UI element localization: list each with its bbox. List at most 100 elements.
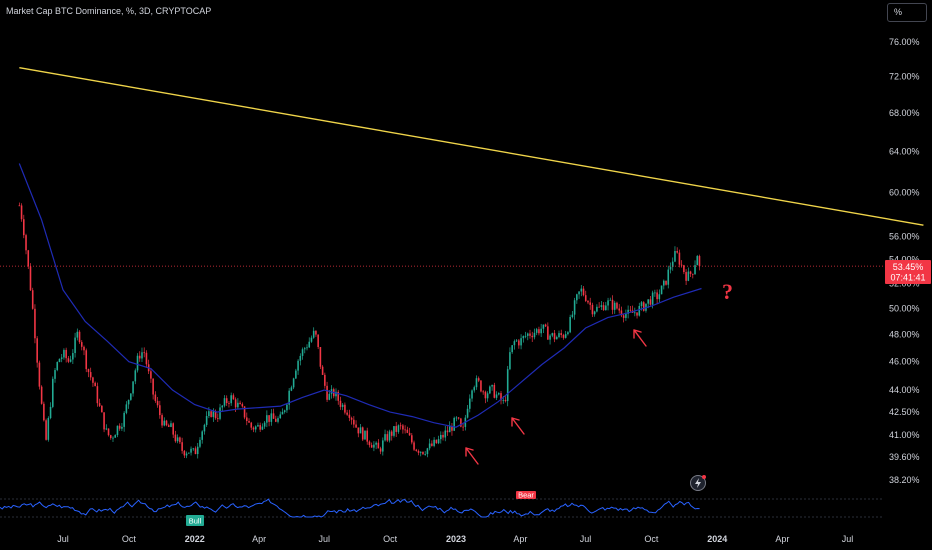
candle-body [375, 442, 377, 445]
candle-body [201, 431, 203, 440]
arrow-icon[interactable] [633, 329, 647, 347]
time-tick: Jul [842, 534, 854, 544]
candle-body [636, 312, 638, 316]
candle-body [344, 404, 346, 413]
time-tick: Apr [775, 534, 789, 544]
candle-body [348, 414, 351, 418]
price-tick: 41.00% [889, 430, 920, 440]
price-tick: 48.00% [889, 330, 920, 340]
candle-body [274, 418, 277, 422]
candle-body [295, 370, 297, 379]
candle-body [658, 294, 661, 300]
candle-body [515, 340, 518, 342]
candle-body [533, 332, 536, 338]
candle-body [564, 334, 567, 338]
time-tick: Oct [383, 534, 398, 544]
candle-body [335, 391, 337, 397]
candle-body [377, 442, 380, 449]
candle-body [239, 402, 241, 405]
candle-body [145, 352, 148, 365]
candle-body [399, 425, 402, 427]
candle-body [281, 411, 284, 415]
candle-body [435, 439, 438, 444]
price-tick: 60.00% [889, 188, 920, 198]
candle-body [312, 330, 315, 338]
time-tick: Jul [57, 534, 69, 544]
candle-body [154, 394, 157, 401]
candle-body [491, 384, 493, 387]
candle-body [112, 437, 114, 439]
arrow-icon[interactable] [511, 417, 525, 435]
candle-body [647, 299, 649, 304]
bear-badge-bg [516, 491, 536, 499]
candle-body [422, 451, 424, 455]
candle-body [263, 422, 266, 427]
candle-body [132, 381, 134, 394]
candle-body [696, 256, 699, 266]
candle-body [225, 398, 228, 404]
candle-body [29, 266, 32, 291]
candle-body [190, 448, 192, 453]
trendline[interactable] [19, 66, 924, 226]
time-axis[interactable]: Jul Oct 2022 Apr Jul Oct 2023 Apr Jul Oct 2024 Apr J… [57, 534, 853, 544]
candle-body [613, 302, 616, 310]
arrow-icon[interactable] [465, 447, 479, 465]
candle-body [245, 417, 248, 421]
candle-body [500, 393, 502, 401]
candle-body [649, 299, 652, 305]
moving-average-line [18, 163, 702, 428]
alert-button[interactable] [690, 475, 707, 491]
candle-body [484, 391, 487, 399]
percent-scale-button[interactable]: % [887, 3, 927, 22]
candle-body [468, 398, 471, 409]
candle-body [642, 302, 645, 311]
candle-body [350, 417, 353, 420]
price-tick: 46.00% [889, 357, 920, 367]
candle-body [506, 369, 509, 402]
candle-body [388, 431, 391, 441]
candle-body [580, 288, 583, 292]
candle-body [138, 355, 141, 359]
candle-body [45, 420, 47, 440]
candle-body [56, 362, 59, 371]
candle-body [685, 272, 687, 281]
price-tick: 76.00% [889, 37, 920, 47]
candle-body [250, 422, 253, 428]
candle-body [301, 349, 304, 356]
candle-body [163, 420, 166, 426]
bull-label: Bull [189, 517, 202, 526]
current-price-value: 53.45% [893, 262, 924, 272]
candle-body [279, 414, 282, 419]
candle-body [573, 300, 576, 315]
candle-body [526, 333, 529, 336]
candle-body [625, 313, 627, 318]
candle-body [96, 386, 99, 404]
candle-body [486, 393, 489, 399]
candle-body [121, 426, 123, 429]
candle-body [123, 412, 125, 427]
candle-body [415, 449, 418, 451]
time-tick: Apr [252, 534, 266, 544]
candle-body [167, 425, 170, 427]
candle-body [306, 347, 308, 349]
candle-body [49, 406, 52, 419]
candle-body [277, 418, 279, 422]
candle-body [538, 329, 540, 334]
candle-body [297, 360, 299, 371]
candle-body [455, 417, 458, 419]
candle-body [424, 454, 426, 455]
candle-body [558, 333, 560, 338]
candle-body [237, 402, 239, 408]
candle-body [243, 406, 246, 418]
candle-body [386, 434, 389, 441]
candle-body [89, 372, 92, 378]
candle-body [136, 355, 139, 371]
time-tick: Oct [644, 534, 659, 544]
candle-body [620, 310, 623, 316]
candle-body [446, 430, 449, 433]
candle-body [310, 337, 313, 342]
candle-body [551, 333, 554, 336]
candle-body [460, 418, 462, 427]
candle-body [582, 288, 585, 296]
